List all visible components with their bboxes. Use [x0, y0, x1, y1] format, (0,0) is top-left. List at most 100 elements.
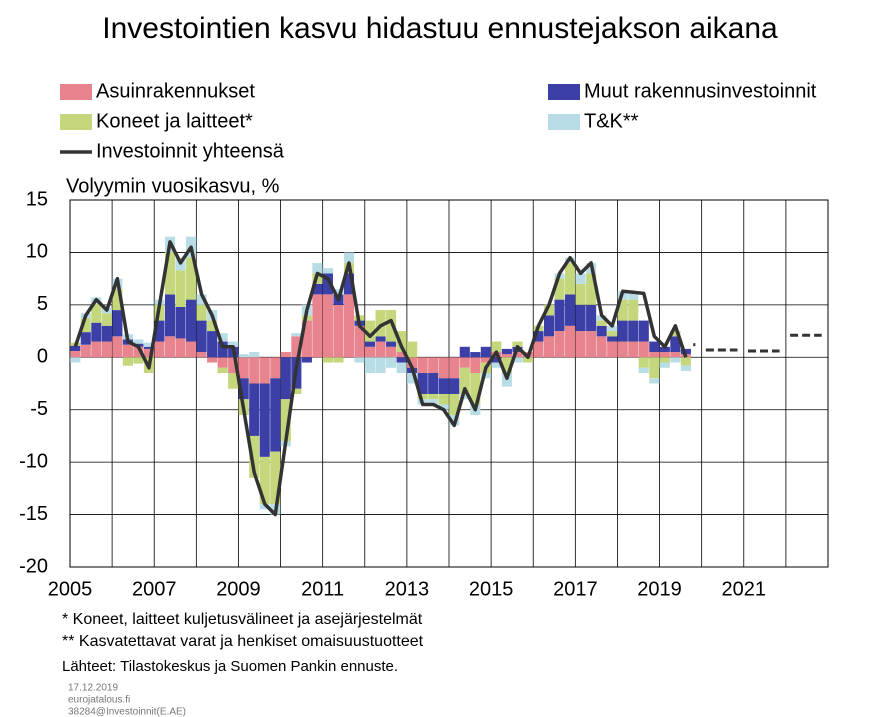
bar-segment: [291, 388, 302, 394]
legend-label: Investoinnit yhteensä: [96, 140, 285, 162]
bar-segment: [312, 283, 323, 295]
bar-segment: [343, 273, 355, 295]
bar-segment: [491, 341, 502, 353]
bar-segment: [628, 341, 639, 358]
bar-segment: [143, 342, 155, 347]
bar-segment: [543, 304, 555, 316]
bar-segment: [91, 341, 102, 358]
bar-segment: [543, 315, 555, 337]
legend-label: Asuinrakennukset: [96, 80, 255, 102]
bar-segment: [438, 357, 449, 379]
bar-segment: [322, 294, 333, 358]
bar-segment: [470, 352, 481, 358]
bar-segment: [364, 346, 376, 358]
bar-segment: [333, 357, 344, 363]
bar-segment: [375, 341, 386, 358]
bar-segment: [280, 357, 291, 400]
bar-segment: [628, 299, 639, 321]
bar-segment: [607, 325, 618, 332]
bar-segment: [196, 304, 207, 321]
bar-segment: [596, 315, 607, 321]
bar-segment: [596, 336, 607, 358]
bar-segment: [501, 348, 512, 355]
bar-segment: [659, 357, 670, 363]
bar-segment: [670, 331, 681, 337]
y-tick-label: -5: [30, 398, 48, 420]
bar-segment: [417, 393, 428, 400]
bar-segment: [112, 336, 123, 358]
legend-label: Koneet ja laitteet*: [96, 110, 253, 132]
bar-segment: [259, 504, 270, 510]
x-tick-label: 2005: [48, 578, 93, 600]
bar-segment: [586, 304, 597, 332]
bar-segment: [459, 393, 470, 400]
y-tick-label: -15: [19, 503, 48, 525]
bar-segment: [649, 352, 660, 358]
bar-segment: [91, 322, 102, 342]
bar-segment: [607, 341, 618, 358]
bar-segment: [333, 304, 344, 358]
bar-segment: [301, 320, 312, 358]
bar-segment: [364, 357, 376, 374]
footer: 17.12.2019: [68, 683, 118, 694]
bar-segment: [628, 292, 639, 300]
x-tick-label: 2009: [216, 578, 261, 600]
bar-segment: [238, 354, 249, 358]
bar-segment: [291, 333, 302, 337]
bar-segment: [386, 341, 397, 347]
bar-segment: [154, 320, 165, 342]
legend-swatch: [60, 114, 92, 130]
total-line: [73, 240, 688, 517]
bar-segment: [280, 352, 291, 358]
bar-segment: [501, 357, 512, 374]
bar-segment: [407, 357, 418, 368]
bar-segment: [649, 357, 660, 379]
bar-segment: [480, 357, 491, 363]
bar-segment: [101, 313, 112, 326]
chart-title: Investointien kasvu hidastuu ennustejaks…: [102, 12, 778, 45]
bar-segment: [638, 357, 649, 368]
bar-segment: [449, 378, 460, 394]
bar-segment: [575, 304, 586, 332]
bar-segment: [512, 341, 523, 347]
bar-segment: [480, 346, 491, 358]
bar-segment: [638, 341, 649, 358]
bar-segment: [164, 294, 176, 337]
bar-segment: [565, 294, 576, 326]
bar-segment: [101, 325, 112, 342]
y-tick-label: 0: [37, 346, 48, 368]
bar-segment: [312, 262, 323, 274]
bar-segment: [491, 362, 502, 368]
bar-segment: [449, 393, 460, 415]
bar-segment: [470, 373, 481, 405]
bar-segment: [186, 299, 197, 342]
bar-segment: [312, 294, 323, 358]
bar-segment: [112, 289, 123, 311]
bar-segment: [428, 357, 439, 374]
bar-segment: [554, 331, 565, 358]
bar-segment: [428, 393, 439, 400]
bar-segment: [133, 357, 144, 364]
x-tick-label: 2021: [722, 578, 767, 600]
bar-segment: [259, 357, 270, 384]
bar-segment: [196, 294, 207, 305]
bar-segment: [396, 362, 407, 374]
bar-segment: [575, 283, 586, 305]
bar-segment: [680, 348, 691, 355]
bar-segment: [649, 378, 660, 384]
bar-segment: [196, 352, 207, 358]
bar-segment: [533, 341, 544, 358]
bar-segment: [396, 331, 407, 353]
bar-segment: [680, 357, 691, 366]
footer: eurojatalous.fi: [68, 695, 130, 706]
bar-segment: [164, 336, 176, 358]
bar-segment: [375, 310, 386, 337]
x-tick-label: 2007: [132, 578, 177, 600]
bar-segment: [133, 339, 144, 344]
y-tick-label: -10: [19, 450, 48, 472]
y-axis-label: Volyymin vuosikasvu, %: [66, 175, 280, 197]
bar-segment: [70, 357, 81, 363]
bar-segment: [533, 331, 544, 342]
bar-segment: [186, 341, 197, 358]
bar-segment: [70, 345, 81, 351]
